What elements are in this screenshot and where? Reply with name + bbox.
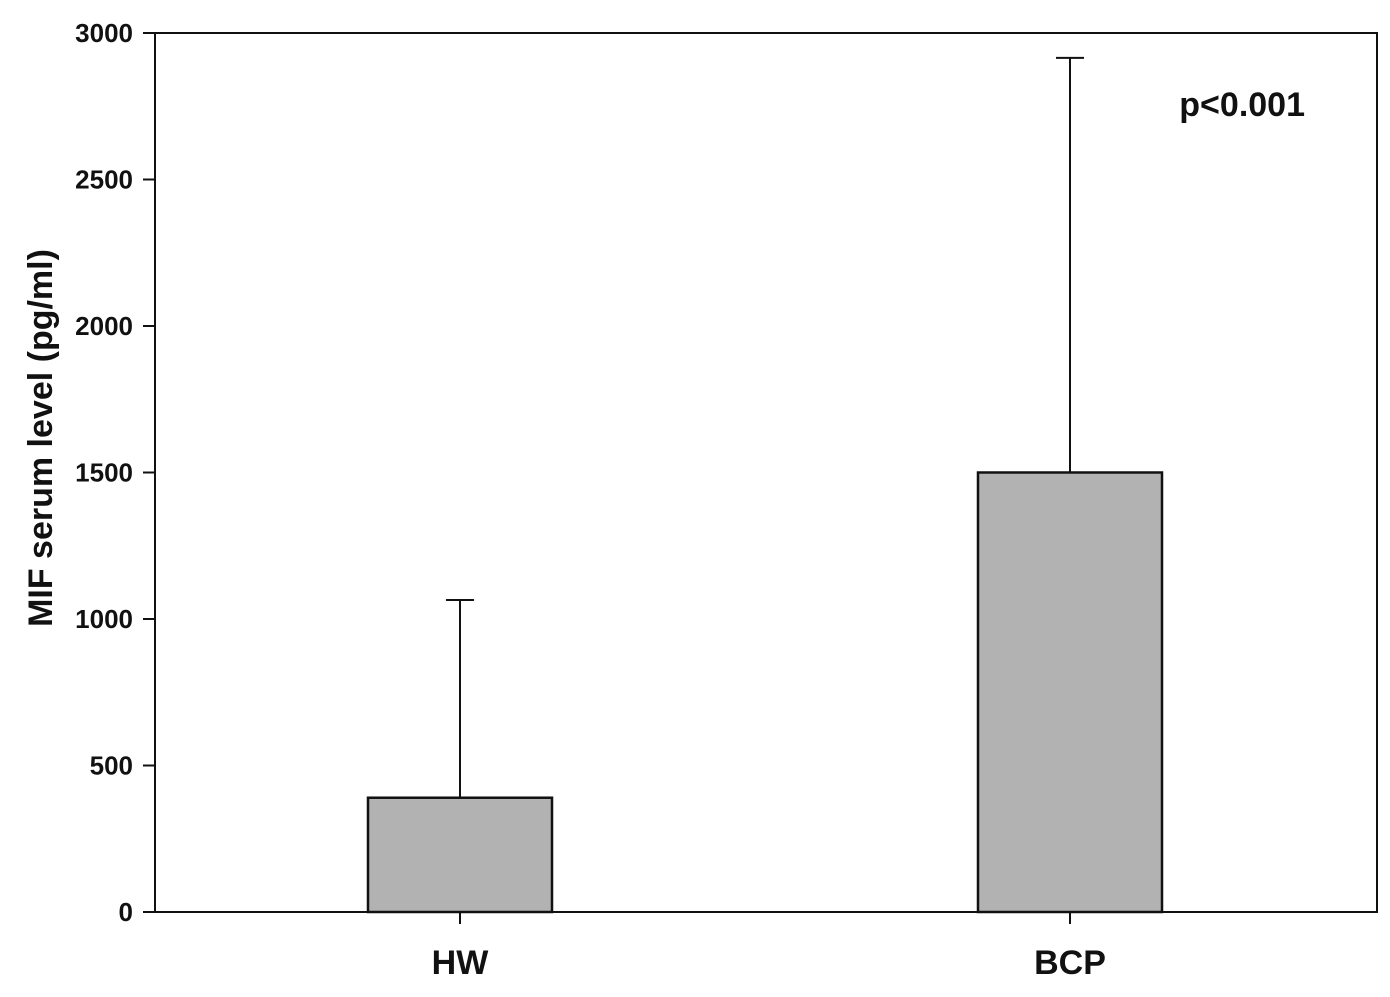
y-tick-label: 1500 — [75, 458, 133, 488]
p-value-annotation: p<0.001 — [1179, 86, 1305, 124]
y-tick-label: 3000 — [75, 18, 133, 48]
y-tick-label: 2000 — [75, 311, 133, 341]
bar-bcp — [976, 471, 1164, 914]
y-tick-label: 1000 — [75, 604, 133, 634]
plot-frame — [154, 32, 1378, 913]
bar-hw — [366, 796, 554, 914]
x-tick-label: HW — [432, 944, 490, 982]
y-tick-label: 2500 — [75, 165, 133, 195]
y-tick-label: 500 — [90, 751, 133, 781]
y-axis-title: MIF serum level (pg/ml) — [22, 249, 60, 627]
y-tick-label: 0 — [119, 897, 133, 927]
x-tick-label: BCP — [1034, 944, 1106, 982]
